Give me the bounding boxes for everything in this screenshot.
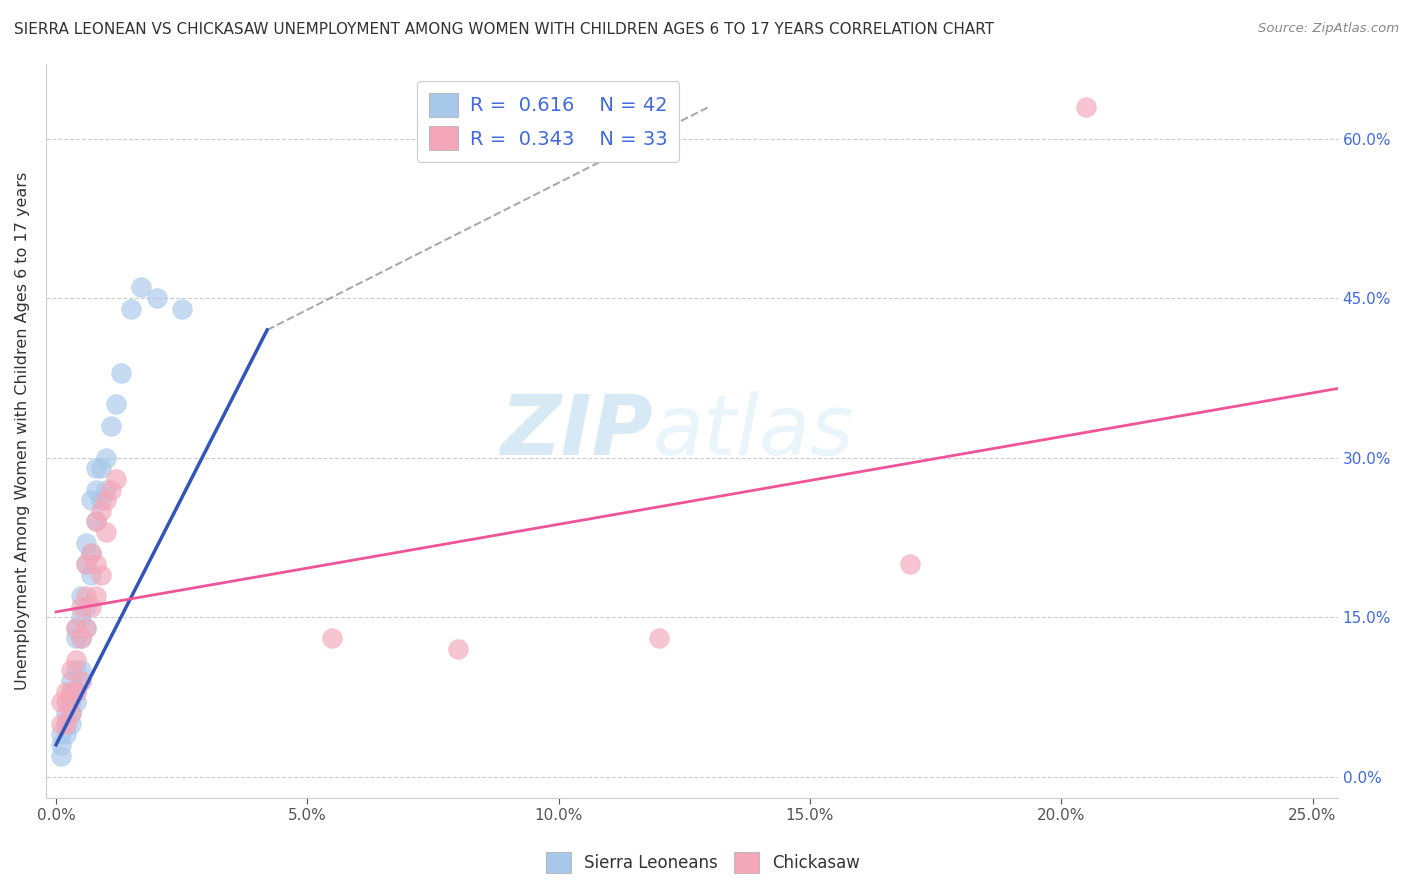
Point bbox=[70, 632, 93, 646]
Point bbox=[84, 515, 107, 529]
Point bbox=[55, 706, 77, 720]
Point bbox=[90, 461, 112, 475]
Point bbox=[648, 632, 671, 646]
Point bbox=[65, 632, 87, 646]
Point bbox=[49, 727, 72, 741]
Point bbox=[75, 589, 97, 603]
Point bbox=[900, 557, 922, 571]
Point bbox=[80, 599, 103, 614]
Point bbox=[120, 301, 142, 316]
Point bbox=[84, 461, 107, 475]
Point bbox=[105, 472, 128, 486]
Point bbox=[1076, 100, 1098, 114]
Point bbox=[60, 664, 83, 678]
Point bbox=[70, 599, 93, 614]
Point bbox=[49, 748, 72, 763]
Point bbox=[60, 684, 83, 698]
Point bbox=[60, 684, 83, 698]
Point bbox=[75, 557, 97, 571]
Point bbox=[90, 504, 112, 518]
Point bbox=[131, 280, 153, 294]
Point bbox=[49, 738, 72, 752]
Point bbox=[170, 301, 193, 316]
Point bbox=[90, 493, 112, 508]
Point bbox=[49, 695, 72, 709]
Point bbox=[75, 557, 97, 571]
Point bbox=[65, 684, 87, 698]
Text: SIERRA LEONEAN VS CHICKASAW UNEMPLOYMENT AMONG WOMEN WITH CHILDREN AGES 6 TO 17 : SIERRA LEONEAN VS CHICKASAW UNEMPLOYMENT… bbox=[14, 22, 994, 37]
Point bbox=[60, 716, 83, 731]
Point bbox=[65, 653, 87, 667]
Point bbox=[75, 599, 97, 614]
Point bbox=[75, 535, 97, 549]
Point bbox=[60, 706, 83, 720]
Text: Source: ZipAtlas.com: Source: ZipAtlas.com bbox=[1258, 22, 1399, 36]
Point bbox=[447, 642, 470, 657]
Point bbox=[70, 674, 93, 689]
Legend: Sierra Leoneans, Chickasaw: Sierra Leoneans, Chickasaw bbox=[538, 846, 868, 880]
Point bbox=[84, 515, 107, 529]
Point bbox=[84, 557, 107, 571]
Point bbox=[96, 525, 118, 540]
Point bbox=[96, 483, 118, 497]
Point bbox=[65, 621, 87, 635]
Legend: R =  0.616    N = 42, R =  0.343    N = 33: R = 0.616 N = 42, R = 0.343 N = 33 bbox=[418, 81, 679, 161]
Point bbox=[65, 695, 87, 709]
Point bbox=[90, 567, 112, 582]
Point bbox=[65, 684, 87, 698]
Point bbox=[80, 546, 103, 560]
Point bbox=[55, 695, 77, 709]
Point bbox=[145, 291, 167, 305]
Point bbox=[100, 483, 122, 497]
Point bbox=[321, 632, 343, 646]
Point bbox=[70, 664, 93, 678]
Point bbox=[96, 450, 118, 465]
Point bbox=[49, 716, 72, 731]
Point bbox=[60, 695, 83, 709]
Point bbox=[70, 632, 93, 646]
Point bbox=[80, 493, 103, 508]
Point bbox=[55, 684, 77, 698]
Point bbox=[70, 610, 93, 624]
Point bbox=[110, 366, 132, 380]
Point bbox=[75, 621, 97, 635]
Point bbox=[70, 674, 93, 689]
Point bbox=[75, 621, 97, 635]
Point bbox=[60, 674, 83, 689]
Point bbox=[55, 716, 77, 731]
Text: ZIP: ZIP bbox=[501, 391, 652, 472]
Point bbox=[65, 664, 87, 678]
Point bbox=[105, 397, 128, 411]
Point bbox=[65, 621, 87, 635]
Point bbox=[84, 589, 107, 603]
Point bbox=[80, 546, 103, 560]
Point bbox=[96, 493, 118, 508]
Point bbox=[55, 727, 77, 741]
Point bbox=[55, 716, 77, 731]
Point bbox=[60, 706, 83, 720]
Point bbox=[100, 418, 122, 433]
Point bbox=[70, 589, 93, 603]
Y-axis label: Unemployment Among Women with Children Ages 6 to 17 years: Unemployment Among Women with Children A… bbox=[15, 172, 30, 690]
Point bbox=[80, 567, 103, 582]
Point bbox=[84, 483, 107, 497]
Text: atlas: atlas bbox=[652, 391, 855, 472]
